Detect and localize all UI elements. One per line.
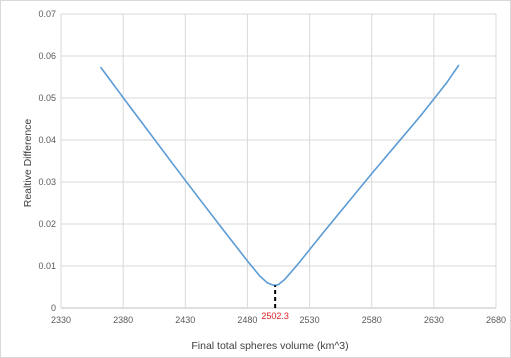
x-tick-label: 2480 — [237, 315, 257, 325]
data-point — [271, 284, 273, 286]
data-point — [197, 196, 199, 198]
x-tick-label: 2330 — [51, 315, 71, 325]
y-tick-label: 0 — [51, 303, 56, 313]
y-tick-label: 0.02 — [38, 219, 56, 229]
minimum-value-label: 2502.3 — [261, 311, 289, 321]
y-tick-label: 0.06 — [38, 51, 56, 61]
data-point — [122, 96, 124, 99]
data-point — [284, 278, 286, 281]
data-point — [445, 82, 447, 84]
data-point — [100, 66, 102, 68]
x-tick-label: 2630 — [424, 315, 444, 325]
data-point — [277, 283, 280, 286]
data-point — [395, 143, 398, 145]
y-tick-label: 0.05 — [38, 93, 56, 103]
y-tick-label: 0.07 — [38, 9, 56, 19]
data-point — [147, 130, 149, 132]
y-axis-title: Realtive Difference — [22, 119, 34, 208]
data-point — [296, 264, 298, 266]
data-point — [420, 114, 423, 116]
x-axis-title: Final total spheres volume (km^3) — [191, 340, 348, 352]
y-tick-label: 0.03 — [38, 177, 56, 187]
x-tick-label: 2430 — [175, 315, 195, 325]
data-point — [246, 260, 249, 262]
data-point — [346, 203, 348, 205]
x-tick-label: 2580 — [362, 315, 382, 325]
data-point — [221, 228, 224, 230]
x-tick-label: 2680 — [486, 315, 506, 325]
y-tick-label: 0.01 — [38, 261, 56, 271]
y-tick-label: 0.04 — [38, 135, 56, 145]
data-point — [321, 233, 323, 235]
data-point — [172, 163, 174, 165]
data-point — [266, 282, 268, 284]
data-point — [371, 173, 373, 175]
y-axis-tick-labels: 0 0.01 0.02 0.03 0.04 0.05 0.06 0.07 — [38, 9, 56, 313]
x-tick-label: 2530 — [300, 315, 320, 325]
data-point — [259, 275, 261, 277]
gridlines — [60, 13, 497, 309]
data-point — [458, 64, 460, 66]
x-axis-tick-labels: 2330 2380 2430 2480 2530 2580 2630 2680 — [51, 315, 506, 325]
x-tick-label: 2380 — [113, 315, 133, 325]
